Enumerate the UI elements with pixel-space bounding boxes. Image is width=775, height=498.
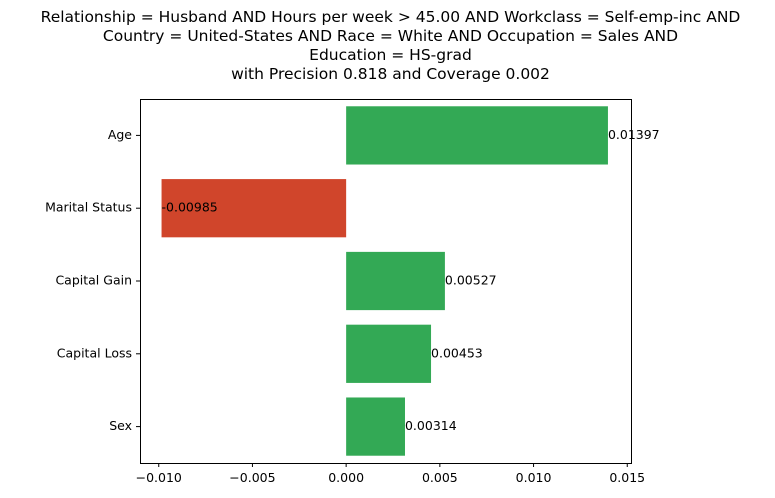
- chart-title-line: with Precision 0.818 and Coverage 0.002: [231, 65, 550, 83]
- x-axis: −0.010 −0.005 0.000 0.005 0.010 0.015: [136, 463, 645, 485]
- bars: [161, 106, 608, 456]
- data-label: 0.00453: [431, 345, 483, 360]
- data-label: 0.00314: [405, 418, 457, 433]
- x-tick-label: 0.005: [422, 470, 458, 485]
- data-label: 0.01397: [608, 127, 660, 142]
- y-tick-label: Capital Gain: [55, 273, 132, 288]
- data-label: 0.00527: [445, 273, 497, 288]
- bar: [346, 106, 608, 165]
- y-tick-label: Sex: [109, 418, 132, 433]
- x-tick-label: −0.005: [229, 470, 275, 485]
- y-tick-label: Capital Loss: [57, 345, 132, 360]
- x-tick-label: −0.010: [136, 470, 182, 485]
- chart-title-line: Country = United-States AND Race = White…: [103, 27, 678, 45]
- y-tick-label: Marital Status: [45, 200, 132, 215]
- bar: [346, 251, 445, 311]
- plot-area-frame: [140, 99, 632, 464]
- bar: [346, 397, 405, 456]
- y-axis: Age Marital Status Capital Gain Capital Los…: [45, 127, 140, 433]
- y-tick-label: Age: [108, 127, 132, 142]
- bar: [346, 324, 432, 383]
- x-tick-label: 0.010: [516, 470, 552, 485]
- x-tick-label: 0.015: [609, 470, 645, 485]
- chart-title-line: Education = HS-grad: [309, 46, 472, 64]
- bar: [161, 179, 347, 238]
- chart-title: Relationship = Husband AND Hours per wee…: [41, 8, 741, 83]
- value-labels: 0.01397 -0.00985 0.00527 0.00453 0.00314: [162, 127, 660, 433]
- chart-title-line: Relationship = Husband AND Hours per wee…: [41, 8, 741, 26]
- data-label: -0.00985: [162, 200, 218, 215]
- x-tick-label: 0.000: [328, 470, 364, 485]
